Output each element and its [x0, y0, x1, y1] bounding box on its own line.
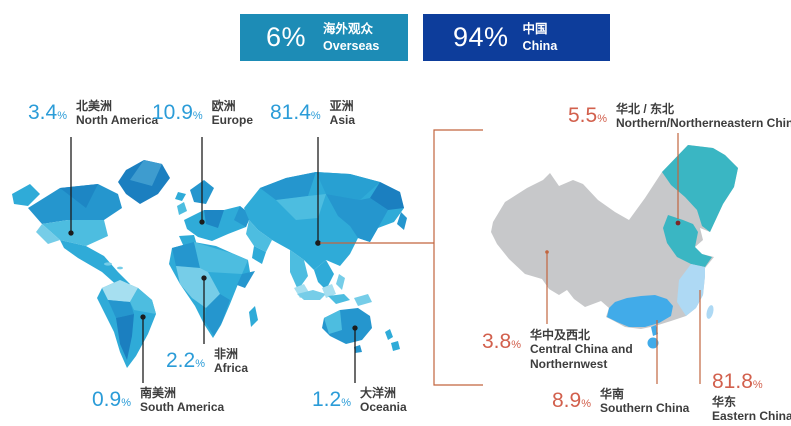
label-asia: 81.4% 亚洲 Asia — [270, 99, 356, 128]
taiwan-island — [706, 305, 714, 319]
continent-africa — [169, 242, 258, 338]
eastern-value: 81.8 — [712, 370, 753, 393]
north-america-value: 3.4 — [28, 101, 58, 124]
label-southern-china: 8.9% 华南 Southern China — [552, 387, 690, 416]
label-oceania: 1.2% 大洋洲 Oceania — [312, 386, 407, 415]
overseas-label-en: Overseas — [323, 38, 380, 53]
south-america-value: 0.9 — [92, 388, 122, 411]
oceania-value: 1.2 — [312, 388, 342, 411]
north-northeast-value: 5.5 — [568, 104, 598, 127]
china-region-north — [663, 215, 712, 267]
central-northwest-value: 3.8 — [482, 330, 512, 353]
asia-value: 81.4 — [270, 101, 311, 124]
continent-greenland — [118, 160, 186, 204]
label-central-northwest: 3.8% 华中及西北 Central China and Northernwest — [482, 328, 633, 371]
label-south-america: 0.9% 南美洲 South America — [92, 386, 225, 415]
china-region-central-west — [491, 145, 738, 329]
africa-value: 2.2 — [166, 349, 196, 372]
china-region-northeast — [662, 145, 738, 232]
continent-south-america — [97, 280, 156, 368]
continent-europe — [177, 180, 251, 247]
central-line-dot — [545, 250, 549, 254]
china-region-southern — [607, 295, 673, 327]
china-label-en: China — [522, 38, 558, 53]
europe-value: 10.9 — [152, 101, 193, 124]
continent-australia-oceania — [322, 308, 400, 353]
china-share-box: 94% 中国 China — [423, 14, 610, 61]
china-bracket — [433, 129, 483, 386]
leizhou-peninsula — [651, 325, 658, 336]
overseas-percent: 6% — [266, 22, 307, 52]
china-label-zh: 中国 — [522, 22, 548, 37]
china-percent: 94% — [453, 22, 509, 52]
label-north-america: 3.4% 北美洲 North America — [28, 99, 159, 128]
continent-asia — [244, 172, 407, 306]
continent-north-america — [12, 184, 130, 288]
label-europe: 10.9% 欧洲 Europe — [152, 99, 253, 128]
label-eastern-china: 81.8% 华东 Eastern China — [712, 370, 791, 424]
overseas-label-zh: 海外观众 — [323, 22, 374, 37]
label-north-northeast: 5.5% 华北 / 东北 Northern/Northerneastern Chi… — [568, 102, 791, 131]
china-region-eastern — [677, 264, 705, 316]
beijing-dot — [675, 220, 681, 226]
overseas-share-box: 6% 海外观众 Overseas — [240, 14, 408, 61]
hainan-island — [647, 337, 659, 349]
label-africa: 2.2% 非洲 Africa — [166, 347, 248, 376]
southern-value: 8.9 — [552, 389, 582, 412]
